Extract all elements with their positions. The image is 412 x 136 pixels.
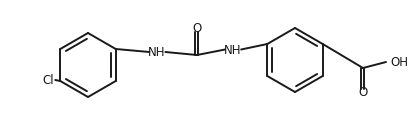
- Text: Cl: Cl: [43, 73, 54, 86]
- Text: NH: NH: [223, 44, 241, 57]
- Text: O: O: [358, 86, 368, 100]
- Text: OH: OH: [390, 55, 408, 69]
- Text: NH: NH: [147, 47, 165, 60]
- Text: O: O: [192, 21, 201, 35]
